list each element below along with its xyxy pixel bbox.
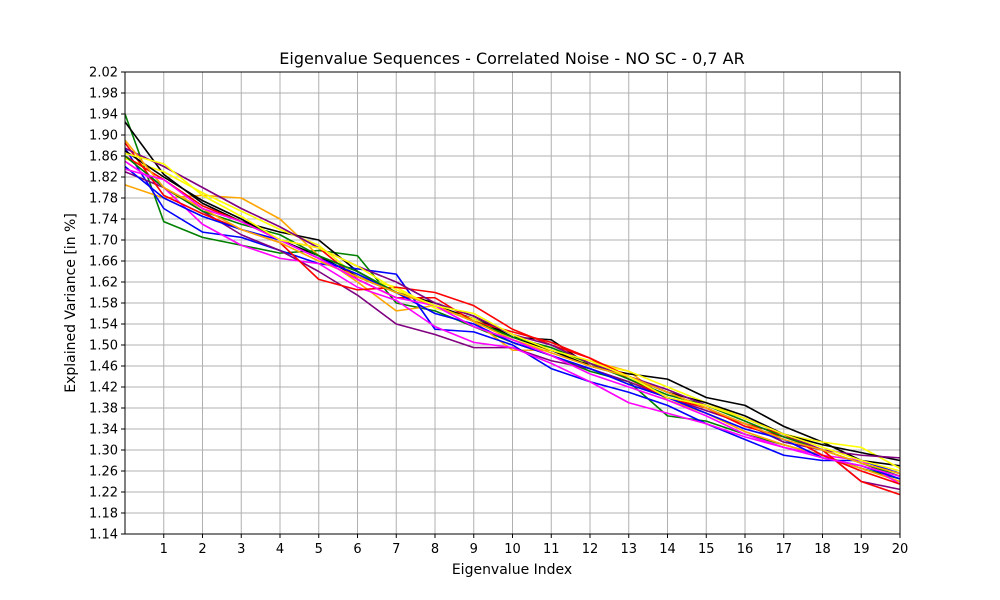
y-tick-label: 1.82 xyxy=(89,171,118,186)
y-tick-label: 1.58 xyxy=(89,297,118,312)
x-tick-label: 18 xyxy=(814,542,831,557)
x-tick-label: 8 xyxy=(431,542,439,557)
x-tick-label: 5 xyxy=(315,542,323,557)
x-tick-label: 6 xyxy=(353,542,361,557)
series-line-16 xyxy=(124,152,901,472)
y-axis-label: Explained Variance [in %] xyxy=(63,213,79,393)
y-tick-label: 1.14 xyxy=(89,528,118,543)
x-tick-label: 12 xyxy=(582,542,599,557)
y-tick-label: 1.62 xyxy=(89,276,118,291)
y-tick-label: 1.42 xyxy=(89,381,118,396)
y-tick-label: 1.34 xyxy=(89,423,118,438)
x-ticks: 1 2 3 4 5 6 7 8 9 10 11 12 13 14 15 16 17 18 19 20 xyxy=(160,534,909,557)
series-line-11 xyxy=(124,165,901,480)
y-tick-label: 1.30 xyxy=(89,444,118,459)
y-tick-label: 1.22 xyxy=(89,486,118,501)
series-lines xyxy=(124,113,901,496)
x-tick-label: 19 xyxy=(853,542,870,557)
plot-frame xyxy=(124,71,901,535)
y-tick-label: 1.78 xyxy=(89,192,118,207)
x-tick-label: 4 xyxy=(276,542,284,557)
y-tick-label: 1.86 xyxy=(89,150,118,165)
x-tick-label: 11 xyxy=(543,542,560,557)
x-tick-label: 13 xyxy=(620,542,637,557)
y-tick-label: 1.54 xyxy=(89,318,118,333)
x-tick-label: 7 xyxy=(392,542,400,557)
series-line-2 xyxy=(124,184,901,483)
x-tick-label: 2 xyxy=(198,542,206,557)
y-ticks: 1.14 1.18 1.22 1.26 1.30 1.34 1.38 1.42 1.46 1.50… xyxy=(89,66,125,543)
x-tick-label: 10 xyxy=(504,542,521,557)
y-tick-label: 2.02 xyxy=(89,66,118,81)
x-tick-label: 20 xyxy=(892,542,909,557)
grid xyxy=(125,71,901,535)
y-tick-label: 1.50 xyxy=(89,339,118,354)
x-tick-label: 3 xyxy=(237,542,245,557)
y-tick-label: 1.18 xyxy=(89,507,118,522)
series-line-15 xyxy=(124,168,901,478)
x-tick-label: 16 xyxy=(737,542,754,557)
series-line-6 xyxy=(124,160,901,485)
x-tick-label: 15 xyxy=(698,542,715,557)
y-tick-label: 1.46 xyxy=(89,360,118,375)
x-tick-label: 1 xyxy=(160,542,168,557)
chart-title: Eigenvalue Sequences - Correlated Noise … xyxy=(279,49,744,68)
y-tick-label: 1.94 xyxy=(89,108,118,123)
y-tick-label: 1.70 xyxy=(89,234,118,249)
y-tick-label: 1.66 xyxy=(89,255,118,270)
y-tick-label: 1.98 xyxy=(89,87,118,102)
series-line-4 xyxy=(124,147,901,475)
x-tick-label: 9 xyxy=(470,542,478,557)
y-tick-label: 1.38 xyxy=(89,402,118,417)
x-tick-label: 14 xyxy=(659,542,676,557)
y-tick-label: 1.90 xyxy=(89,129,118,144)
x-axis-label: Eigenvalue Index xyxy=(452,562,572,578)
x-tick-label: 17 xyxy=(775,542,792,557)
y-tick-label: 1.74 xyxy=(89,213,118,228)
y-tick-label: 1.26 xyxy=(89,465,118,480)
